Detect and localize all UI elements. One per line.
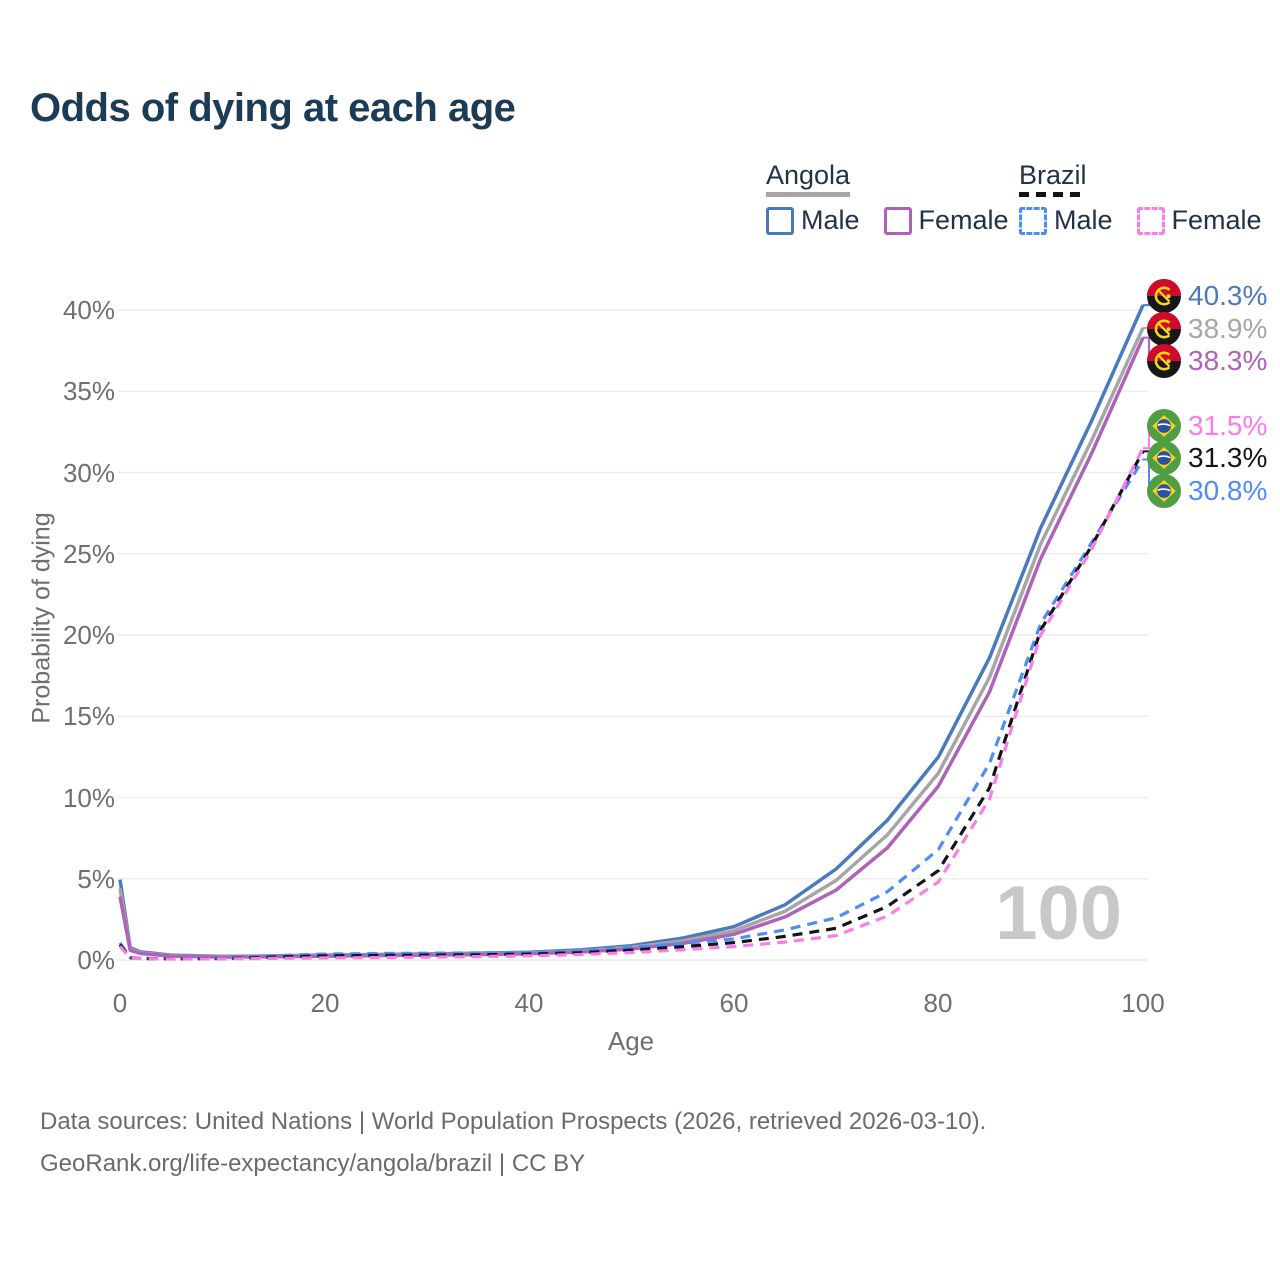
x-tick-label: 60	[719, 988, 749, 1018]
brazil-flag-icon	[1147, 409, 1181, 443]
legend-label: Male	[1054, 205, 1113, 235]
brazil-male-swatch-icon	[1019, 206, 1047, 235]
y-tick-label: 0%	[77, 945, 115, 975]
data-sources-line: Data sources: United Nations | World Pop…	[40, 1108, 987, 1135]
legend-country-brazil[interactable]: Brazil	[1019, 160, 1087, 190]
end-label-brazil-both: 31.3%	[1147, 441, 1267, 475]
end-label-angola-female: 38.3%	[1147, 344, 1267, 378]
x-tick-label: 80	[923, 988, 953, 1018]
series-line-angola-both[interactable]	[118, 327, 1145, 959]
legend-group-brazil: Brazil Male Female	[1019, 160, 1262, 236]
y-tick-label: 15%	[62, 701, 115, 731]
brazil-flag-icon	[1147, 441, 1181, 475]
x-tick-label: 100	[1121, 988, 1165, 1018]
y-tick-label: 5%	[77, 864, 115, 894]
end-label-value: 31.5%	[1188, 410, 1268, 441]
legend-angola-line-swatch	[766, 192, 850, 197]
chart-title: Odds of dying at each age	[30, 86, 516, 130]
y-tick-label: 20%	[62, 620, 115, 650]
end-label-brazil-female: 31.5%	[1147, 409, 1267, 443]
end-label-value: 30.8%	[1188, 475, 1268, 506]
x-axis-title: Age	[607, 1026, 655, 1056]
legend-label: Female	[918, 205, 1009, 235]
legend-label: Female	[1171, 205, 1262, 235]
angola-male-swatch-icon	[766, 206, 794, 235]
series-line-angola-male[interactable]	[118, 304, 1145, 959]
end-label-value: 40.3%	[1188, 280, 1268, 311]
legend-brazil-line-swatch	[1019, 192, 1085, 197]
end-label-brazil-male: 30.8%	[1147, 474, 1267, 508]
attribution-line: GeoRank.org/life-expectancy/angola/brazi…	[40, 1150, 586, 1177]
x-tick-label: 40	[514, 988, 544, 1018]
y-tick-label: 35%	[62, 376, 115, 406]
y-tick-label: 30%	[62, 458, 115, 488]
footer: Data sources: United Nations | World Pop…	[40, 1101, 986, 1185]
legend-country-angola[interactable]: Angola	[766, 160, 851, 190]
end-label-value: 31.3%	[1188, 442, 1268, 473]
series-line-brazil-female[interactable]	[118, 447, 1145, 961]
end-label-angola-male: 40.3%	[1147, 279, 1267, 313]
legend-item-brazil-male[interactable]: Male	[1019, 205, 1113, 236]
end-label-angola-both: 38.9%	[1147, 312, 1267, 346]
y-tick-label: 40%	[62, 295, 115, 325]
y-axis-title: Probability of dying	[27, 512, 56, 724]
angola-flag-icon	[1147, 312, 1181, 346]
y-tick-label: 10%	[62, 783, 115, 813]
angola-flag-icon	[1147, 344, 1181, 378]
legend-item-angola-female[interactable]: Female	[883, 205, 1009, 236]
legend-item-angola-male[interactable]: Male	[766, 205, 860, 236]
legend-label: Male	[801, 205, 860, 235]
angola-female-swatch-icon	[883, 206, 912, 235]
age-frame-watermark: 100	[995, 871, 1122, 956]
series-line-brazil-both[interactable]	[118, 450, 1145, 961]
series-line-brazil-male[interactable]	[118, 458, 1145, 961]
end-label-value: 38.9%	[1188, 313, 1268, 344]
y-tick-label: 25%	[62, 539, 115, 569]
x-tick-label: 0	[112, 988, 128, 1018]
brazil-female-swatch-icon	[1136, 206, 1165, 235]
end-label-value: 38.3%	[1188, 345, 1268, 376]
brazil-flag-icon	[1147, 474, 1181, 508]
angola-flag-icon	[1147, 279, 1181, 313]
x-tick-label: 20	[310, 988, 340, 1018]
legend-group-angola: Angola Male Female	[766, 160, 1009, 236]
legend-item-brazil-female[interactable]: Female	[1136, 205, 1262, 236]
series-line-angola-female[interactable]	[118, 336, 1145, 959]
